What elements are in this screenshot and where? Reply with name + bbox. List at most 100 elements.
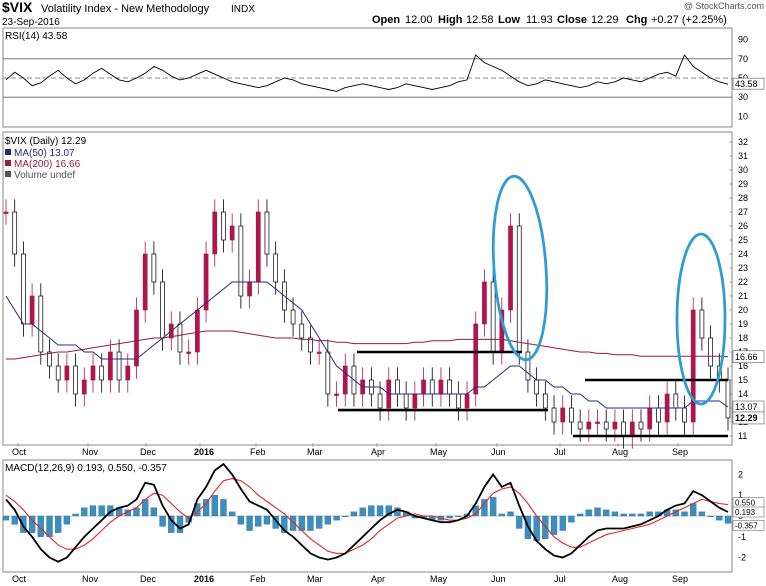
candle-body bbox=[447, 379, 452, 395]
candle-body bbox=[255, 211, 261, 283]
macd-histogram-bar bbox=[594, 507, 601, 517]
x-tick-label-bottom: Aug bbox=[612, 574, 628, 584]
x-tick-label-bottom: May bbox=[430, 574, 448, 584]
chart-header: $VIX Volatility Index - New Methodology … bbox=[2, 0, 764, 28]
ma50-line bbox=[5, 281, 729, 409]
candle-body bbox=[482, 281, 487, 325]
rsi-line bbox=[5, 54, 729, 92]
candle-body bbox=[325, 351, 331, 395]
x-tick-label: Oct bbox=[12, 447, 27, 457]
macd-histogram-bar bbox=[724, 515, 732, 524]
price-tick-label: 32 bbox=[738, 137, 748, 147]
candle-body bbox=[647, 407, 653, 430]
price-tick-label: 15 bbox=[738, 375, 748, 385]
price-tick-label: 20 bbox=[738, 305, 748, 315]
candle-body bbox=[490, 281, 496, 353]
candle-body bbox=[421, 379, 426, 395]
macd-histogram-bar bbox=[376, 505, 384, 517]
candle-body bbox=[682, 407, 687, 423]
x-tick-label-bottom: Jul bbox=[554, 574, 566, 584]
candle-body bbox=[525, 351, 531, 381]
chg-value: +0.27 (+2.25%) bbox=[651, 14, 727, 26]
candle-body bbox=[560, 407, 566, 423]
candle-body bbox=[395, 379, 400, 395]
low-label: Low bbox=[498, 14, 520, 26]
macd-histogram-bar bbox=[333, 515, 340, 521]
macd-histogram-bar bbox=[220, 499, 227, 517]
x-tick-label: Dec bbox=[140, 447, 157, 457]
x-tick-label: Nov bbox=[82, 447, 99, 457]
candle-body bbox=[151, 253, 157, 283]
candle-body bbox=[534, 379, 539, 395]
macd-histogram-bar bbox=[46, 515, 53, 537]
candle-body bbox=[629, 421, 635, 437]
price-tick-label: 24 bbox=[738, 249, 748, 259]
exchange-label: INDX bbox=[231, 4, 255, 15]
candle-body bbox=[603, 421, 609, 430]
macd-histogram-bar bbox=[316, 515, 323, 529]
candle-body bbox=[316, 351, 322, 354]
candle-body bbox=[21, 253, 26, 325]
macd-histogram-bar bbox=[81, 507, 88, 517]
candle-body bbox=[673, 393, 679, 409]
macd-tick-label: 1 bbox=[738, 490, 743, 500]
x-tick-label-bottom: Mar bbox=[307, 574, 323, 584]
low-value: 11.93 bbox=[526, 14, 553, 26]
candle-body bbox=[595, 421, 600, 424]
candle-body bbox=[12, 211, 18, 255]
candle-body bbox=[177, 323, 183, 353]
macd-histogram-bar bbox=[211, 495, 218, 517]
price-last-value: 12.29 bbox=[735, 413, 758, 423]
chg-label: Chg bbox=[626, 14, 647, 26]
candle-body bbox=[455, 393, 461, 409]
x-tick-label-bottom: Apr bbox=[371, 574, 385, 584]
rsi-last-value-box bbox=[732, 77, 765, 90]
macd-histogram-bar bbox=[342, 515, 349, 517]
macd-histogram-bar bbox=[516, 515, 523, 529]
macd-histogram-bar bbox=[498, 513, 505, 517]
candle-body bbox=[134, 309, 139, 367]
macd-last-value: -0.357 bbox=[735, 521, 758, 530]
price-tick-label: 25 bbox=[738, 235, 748, 245]
macd-histogram-bar bbox=[603, 509, 610, 517]
candle-body bbox=[638, 421, 644, 430]
candle-body bbox=[221, 211, 226, 241]
x-tick-label: Jun bbox=[491, 447, 506, 457]
macd-histogram-bar bbox=[237, 515, 245, 525]
macd-histogram-bar bbox=[507, 511, 514, 517]
candle-body bbox=[238, 225, 244, 297]
x-tick-label: Mar bbox=[307, 447, 323, 457]
price-panel bbox=[2, 131, 733, 446]
index-name: Volatility Index - New Methodology bbox=[41, 3, 210, 15]
legend-ma50: MA(50) 13.07 bbox=[14, 148, 75, 159]
macd-histogram-bar bbox=[255, 515, 262, 527]
candle-body bbox=[412, 393, 418, 409]
x-tick-label: Aug bbox=[612, 447, 628, 457]
legend-volume-swatch bbox=[5, 171, 11, 177]
macd-histogram-bar bbox=[489, 497, 497, 517]
symbol-label: $VIX bbox=[2, 0, 33, 15]
macd-histogram-bar bbox=[11, 515, 18, 525]
candle-body bbox=[612, 421, 618, 430]
macd-histogram-bar bbox=[324, 515, 332, 525]
annotation-circle bbox=[675, 232, 727, 406]
x-axis: Oct Nov Dec 2016 Feb Mar Apr May Jun Jul Aug Sep bbox=[12, 443, 688, 457]
x-tick-label-bottom: Feb bbox=[250, 574, 266, 584]
candle-body bbox=[342, 365, 348, 395]
macd-histogram-bar bbox=[611, 511, 619, 517]
macd-histogram-bar bbox=[707, 515, 714, 517]
candle-body bbox=[273, 253, 279, 283]
macd-histogram-bar bbox=[637, 513, 645, 517]
macd-title: MACD(12,26,9) 0.193, 0.550, -0.357 bbox=[5, 463, 167, 474]
x-tick-label: May bbox=[430, 447, 448, 457]
candle-body bbox=[90, 365, 96, 381]
candle-body bbox=[708, 337, 713, 367]
price-tick-label: 30 bbox=[738, 165, 748, 175]
macd-histogram-bar bbox=[150, 507, 158, 517]
candle-body bbox=[186, 351, 192, 354]
macd-histogram-bar bbox=[176, 515, 184, 533]
macd-histogram-bar bbox=[716, 515, 723, 521]
candle-body bbox=[464, 393, 470, 409]
candle-body bbox=[55, 365, 61, 381]
